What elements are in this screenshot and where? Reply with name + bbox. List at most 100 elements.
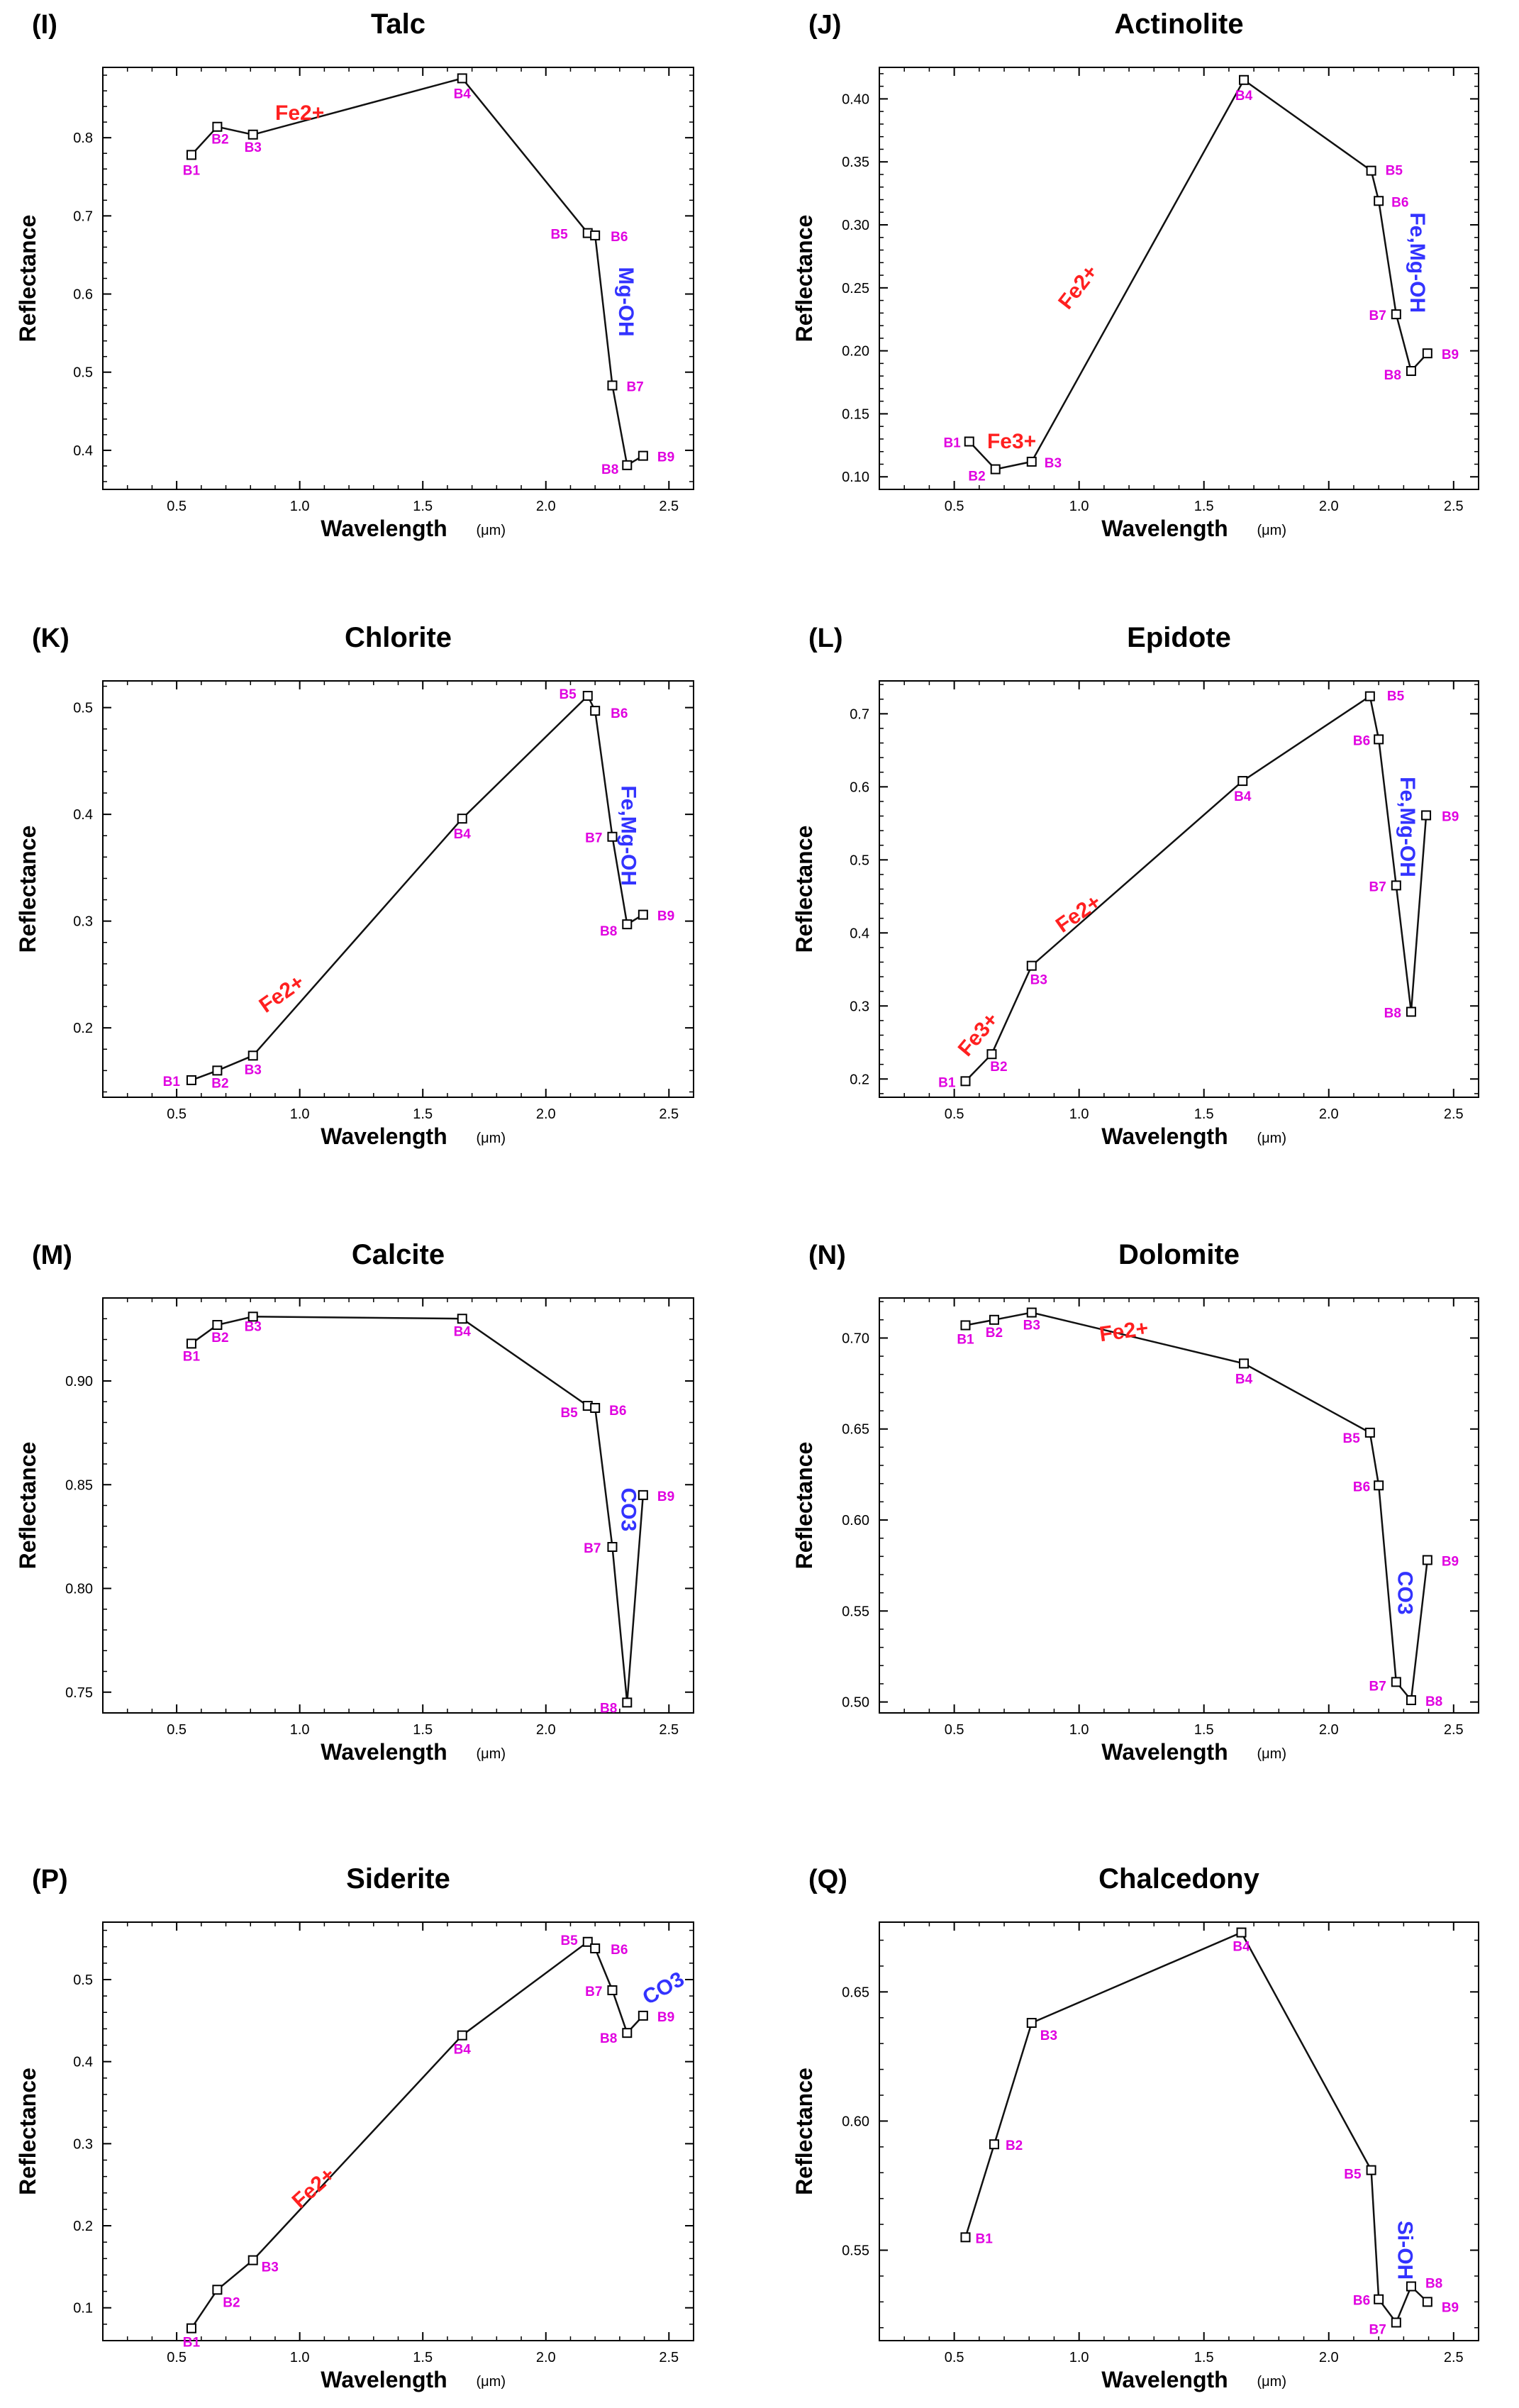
data-point bbox=[1366, 165, 1376, 176]
band-label: B4 bbox=[454, 87, 472, 101]
y-tick-label: 0.80 bbox=[65, 1582, 93, 1597]
data-point bbox=[607, 831, 618, 842]
band-label: B2 bbox=[223, 2295, 240, 2310]
chart-panel: (L) Epidote 0.5 1.0 1.5 2.0 2.5 0.2 0.3 0.4 0.5 0.6… bbox=[791, 622, 1479, 1149]
data-point bbox=[1391, 309, 1401, 320]
data-point bbox=[212, 1320, 223, 1331]
data-point bbox=[1421, 810, 1432, 821]
band-label: B8 bbox=[1425, 2277, 1442, 2292]
data-point bbox=[1236, 1927, 1247, 1938]
chart-title: Actinolite bbox=[1114, 9, 1243, 40]
data-point bbox=[247, 129, 258, 140]
band-label: B2 bbox=[990, 1060, 1007, 1075]
feature-annotation: CO3 bbox=[1393, 1571, 1416, 1615]
x-tick-label: 0.5 bbox=[167, 2350, 187, 2365]
band-label: B8 bbox=[600, 924, 617, 939]
band-label: B3 bbox=[245, 140, 262, 155]
band-label: B4 bbox=[1235, 1372, 1253, 1387]
x-axis-unit: (μm) bbox=[477, 2374, 506, 2390]
data-point bbox=[986, 1049, 997, 1060]
x-tick-label: 1.0 bbox=[290, 2350, 310, 2365]
data-point bbox=[1026, 1307, 1037, 1318]
data-point bbox=[186, 1338, 196, 1349]
x-tick-label: 1.5 bbox=[413, 1722, 433, 1738]
chart-title: Chlorite bbox=[345, 622, 452, 653]
x-tick-label: 1.5 bbox=[1194, 2350, 1214, 2365]
spectrum-line bbox=[191, 694, 644, 1082]
band-label: B1 bbox=[183, 2336, 201, 2351]
panel-label: (J) bbox=[808, 10, 841, 40]
band-label: B9 bbox=[1442, 1554, 1459, 1569]
band-label: B8 bbox=[600, 2031, 617, 2046]
panel-label: (Q) bbox=[808, 1865, 847, 1894]
x-tick-label: 2.0 bbox=[536, 499, 556, 514]
band-label: B4 bbox=[1234, 789, 1252, 804]
band-label: B4 bbox=[454, 827, 472, 842]
chart-title: Epidote bbox=[1127, 622, 1231, 653]
band-label: B2 bbox=[968, 470, 985, 484]
spectrum-line bbox=[964, 694, 1428, 1082]
data-point bbox=[1374, 734, 1384, 745]
x-tick-label: 1.0 bbox=[1069, 2350, 1089, 2365]
feature-annotation: Fe2+ bbox=[288, 2163, 340, 2213]
y-tick-label: 0.5 bbox=[73, 365, 93, 381]
data-point bbox=[1364, 1427, 1375, 1438]
band-label: B5 bbox=[560, 1933, 578, 1948]
band-label: B1 bbox=[163, 1075, 181, 1089]
band-label: B2 bbox=[211, 1331, 228, 1346]
data-point bbox=[1026, 960, 1037, 971]
band-label: B3 bbox=[1023, 1319, 1040, 1333]
data-point bbox=[212, 121, 223, 132]
band-label: B9 bbox=[1442, 2300, 1459, 2315]
y-tick-label: 0.25 bbox=[842, 281, 869, 296]
band-label: B7 bbox=[1369, 880, 1386, 894]
band-label: B7 bbox=[1369, 1679, 1386, 1694]
data-point bbox=[212, 1065, 223, 1076]
feature-annotation: Fe2+ bbox=[1052, 890, 1106, 938]
data-point bbox=[638, 450, 648, 461]
y-tick-label: 0.6 bbox=[850, 779, 869, 795]
x-axis-unit: (μm) bbox=[1257, 1746, 1287, 1762]
y-tick-label: 0.2 bbox=[850, 1072, 869, 1087]
x-tick-label: 0.5 bbox=[167, 499, 187, 514]
band-label: B7 bbox=[584, 1541, 601, 1556]
feature-annotation: Si-OH bbox=[1393, 2221, 1416, 2280]
y-axis-label: Reflectance bbox=[15, 215, 40, 343]
data-point bbox=[1239, 1358, 1250, 1369]
x-tick-label: 1.0 bbox=[1069, 499, 1089, 514]
band-label: B9 bbox=[1442, 809, 1459, 824]
data-point bbox=[1422, 348, 1432, 359]
band-label: B9 bbox=[657, 2010, 674, 2025]
y-tick-label: 0.65 bbox=[842, 1985, 869, 2000]
chart-panel: (N) Dolomite 0.5 1.0 1.5 2.0 2.5 0.50 0.55 0.60 0.… bbox=[791, 1239, 1479, 1765]
x-tick-label: 1.0 bbox=[290, 1722, 310, 1738]
y-tick-label: 0.40 bbox=[842, 91, 869, 107]
data-point bbox=[1422, 2297, 1432, 2307]
band-label: B2 bbox=[211, 133, 228, 148]
x-tick-label: 1.5 bbox=[413, 2350, 433, 2365]
band-label: B1 bbox=[183, 1349, 201, 1364]
panel-label: (M) bbox=[32, 1241, 72, 1270]
data-point bbox=[960, 1076, 971, 1087]
y-axis-label: Reflectance bbox=[15, 2068, 40, 2195]
x-axis-unit: (μm) bbox=[1257, 523, 1287, 538]
panel-label: (K) bbox=[32, 623, 69, 653]
data-point bbox=[457, 814, 467, 824]
panel-label: (P) bbox=[32, 1865, 68, 1894]
y-tick-label: 0.7 bbox=[73, 209, 93, 224]
x-axis-unit: (μm) bbox=[477, 1131, 506, 1146]
y-tick-label: 0.1 bbox=[73, 2301, 93, 2317]
band-label: B1 bbox=[938, 1075, 956, 1090]
y-tick-label: 0.4 bbox=[73, 443, 93, 459]
x-axis-label: Wavelength bbox=[321, 1123, 447, 1149]
x-axis-label: Wavelength bbox=[321, 2367, 447, 2392]
data-point bbox=[1391, 2317, 1401, 2328]
chart-title: Talc bbox=[371, 9, 425, 40]
data-point bbox=[1422, 1555, 1432, 1565]
spectrum-line bbox=[968, 78, 1428, 470]
plot-frame bbox=[879, 67, 1479, 490]
data-point bbox=[1364, 691, 1375, 701]
band-label: B1 bbox=[183, 163, 201, 178]
y-tick-label: 0.4 bbox=[73, 807, 93, 823]
y-tick-label: 0.5 bbox=[850, 853, 869, 868]
